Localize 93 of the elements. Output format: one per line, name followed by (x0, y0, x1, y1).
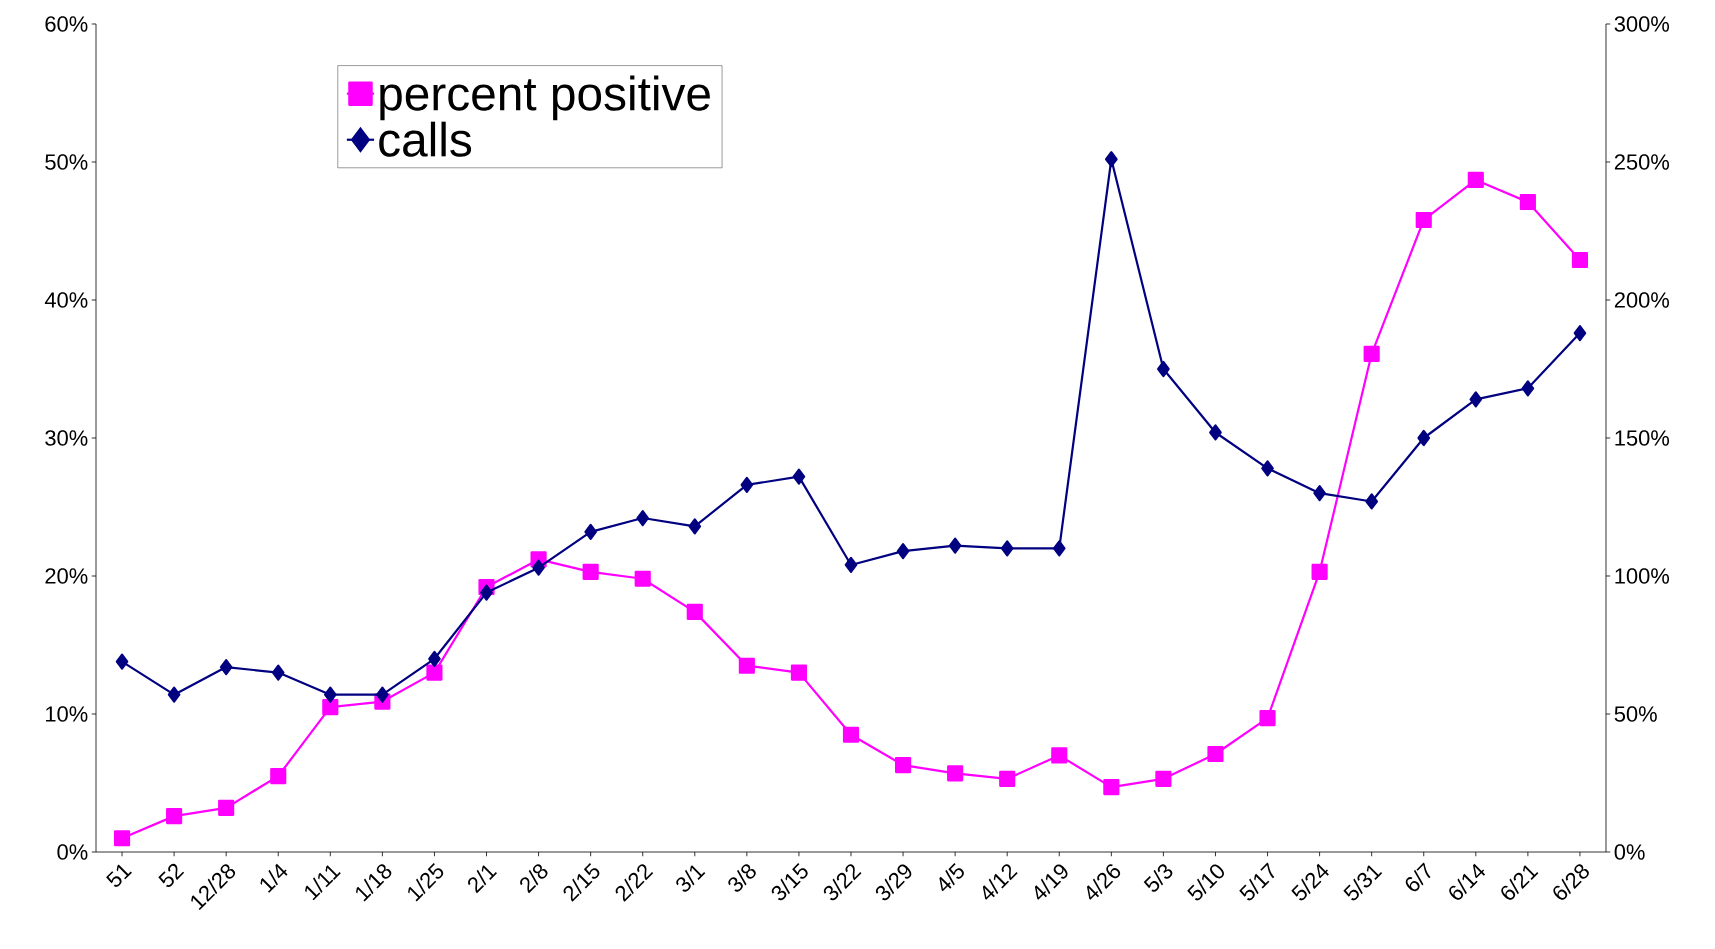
point (634, 570, 651, 587)
point (1051, 747, 1068, 764)
x-tick-label: 52 (158, 863, 185, 888)
point (790, 664, 807, 681)
point (270, 768, 287, 785)
point (1105, 151, 1118, 168)
x-tick-label: 1/4 (260, 863, 288, 893)
point (894, 756, 912, 774)
point (999, 770, 1016, 787)
point (1000, 540, 1014, 557)
x-tick-label: 6/21 (1501, 865, 1539, 900)
point (1311, 563, 1328, 580)
point (322, 699, 339, 716)
point (113, 830, 131, 847)
point (740, 476, 754, 493)
point (323, 686, 337, 703)
point (1521, 380, 1535, 397)
x-tick-label: 51 (106, 864, 132, 887)
x-tick-label: 5/24 (1291, 863, 1329, 901)
y-tick-label: 20% (45, 568, 88, 584)
point (1469, 391, 1483, 408)
legend-label: calls (379, 121, 472, 157)
x-tick-label: 3/22 (823, 864, 862, 901)
point (167, 686, 181, 703)
x-tick-label: 6/7 (1405, 862, 1431, 892)
point (842, 726, 860, 743)
y-tick-label: 10% (46, 706, 88, 722)
x-tick-label: 4/5 (939, 863, 964, 892)
point (1415, 211, 1432, 229)
x-tick-label: 3/29 (875, 864, 912, 901)
y2-tick-label: 250% (1614, 154, 1670, 170)
point (1157, 360, 1170, 378)
x-tick-label: 6/28 (1553, 864, 1589, 900)
x-tick-label: 6/14 (1449, 863, 1486, 900)
y-tick-label: 30% (45, 430, 88, 446)
y2-tick-label: 0% (1614, 844, 1645, 860)
x-tick-label: 2/1 (468, 865, 497, 894)
point (896, 543, 910, 560)
y2-tick-label: 100% (1615, 568, 1670, 584)
point (1417, 429, 1431, 447)
point (738, 657, 755, 674)
x-tick-label: 1/11 (305, 865, 341, 901)
point (166, 808, 183, 825)
x-tick-label: 4/12 (982, 864, 1018, 900)
point (948, 537, 962, 554)
x-tick-label: 5/3 (1143, 864, 1173, 892)
legend-label: percent positive (380, 75, 710, 121)
point (1261, 460, 1274, 477)
point (1365, 493, 1379, 510)
point (115, 653, 129, 670)
point (1155, 770, 1172, 787)
x-tick-label: 2/8 (520, 864, 548, 894)
x-tick-label: 3/1 (676, 865, 706, 892)
x-tick-label: 5/10 (1187, 864, 1224, 901)
point (844, 556, 858, 574)
point (1207, 745, 1224, 763)
y2-tick-label: 300% (1614, 16, 1670, 32)
point (636, 509, 650, 527)
point (480, 584, 493, 601)
x-tick-label: 5/31 (1343, 865, 1383, 901)
point (1103, 779, 1120, 796)
x-tick-label: 4/26 (1086, 864, 1121, 900)
y2-tick-label: 200% (1614, 292, 1670, 308)
point (1259, 710, 1276, 727)
x-tick-label: 4/19 (1034, 864, 1068, 900)
y-tick-label: 60% (45, 16, 88, 32)
point (688, 518, 702, 535)
point (1571, 251, 1589, 269)
y-tick-label: 0% (57, 844, 88, 860)
point (218, 799, 235, 816)
point (1467, 171, 1484, 189)
point (686, 603, 703, 620)
point (376, 686, 389, 703)
y-tick-label: 40% (44, 292, 88, 308)
point (947, 765, 964, 782)
y2-tick-label: 150% (1615, 430, 1670, 446)
point (582, 563, 599, 580)
point (792, 468, 806, 485)
point (1363, 345, 1380, 362)
x-tick-label: 3/8 (728, 864, 756, 892)
point (532, 559, 545, 576)
point (1313, 485, 1326, 502)
point (426, 664, 443, 681)
y2-tick-label: 50% (1614, 706, 1657, 722)
point (1519, 193, 1536, 211)
point (271, 664, 285, 681)
y-tick-label: 50% (45, 154, 88, 170)
point (219, 659, 233, 676)
point (1209, 424, 1222, 441)
point (584, 523, 597, 540)
point (1573, 325, 1587, 342)
point (1052, 540, 1066, 557)
point (428, 650, 441, 667)
